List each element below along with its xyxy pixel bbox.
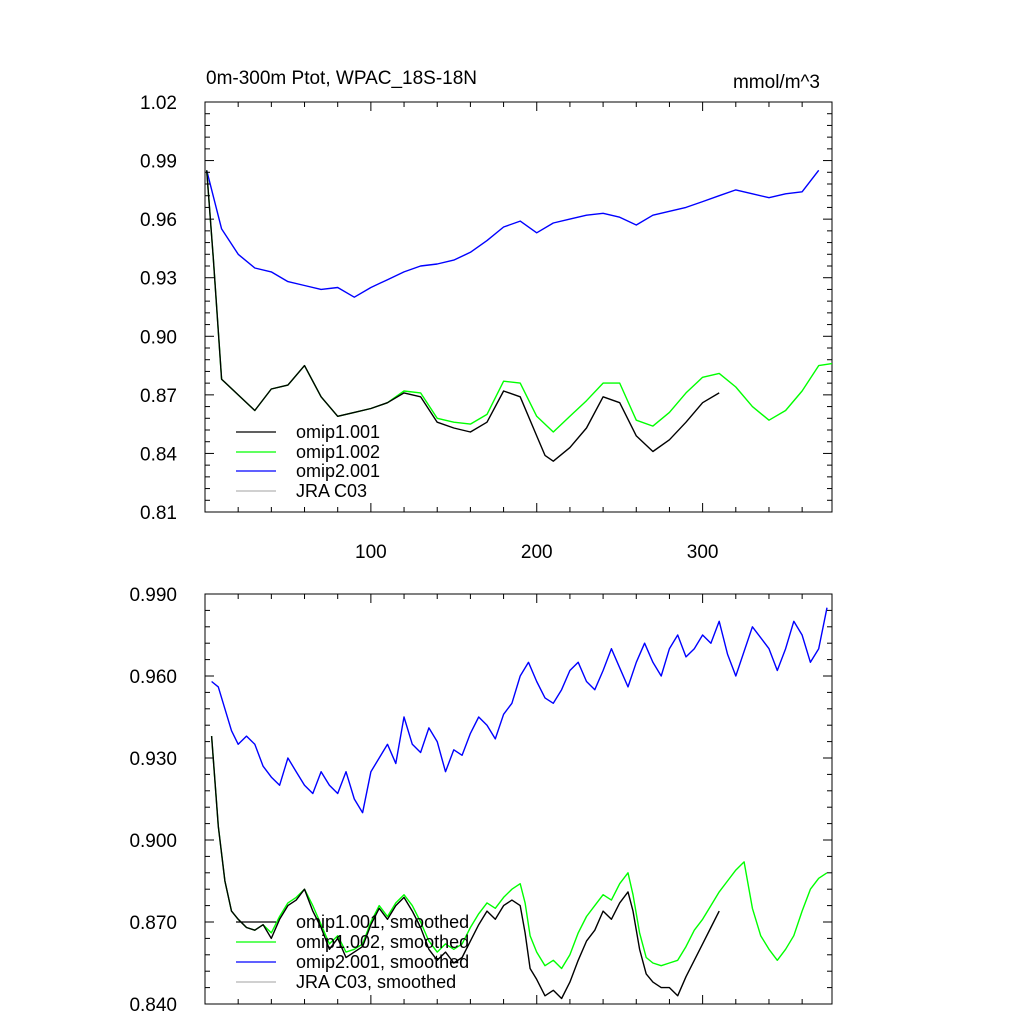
top-legend-label-jra-c03: JRA C03 [296, 481, 367, 501]
top-ytick-label: 0.90 [140, 327, 177, 348]
top-xtick-label: 200 [521, 542, 553, 563]
top-ytick-label: 0.81 [140, 503, 177, 524]
bottom-ytick-label: 0.930 [129, 749, 177, 770]
top-ytick-label: 0.93 [140, 269, 177, 290]
bottom-ytick-label: 0.900 [129, 831, 177, 852]
bottom-ytick-label: 0.840 [129, 995, 177, 1016]
bottom-series-group [210, 607, 828, 1000]
bottom-plot-frame [204, 593, 833, 1005]
top-plot-frame [204, 101, 833, 513]
top-legend: omip1.001 omip1.002 omip2.001 JRA C03 [236, 422, 380, 501]
top-legend-label-omip1-002: omip1.002 [296, 442, 380, 462]
top-panel: 0.81 0.84 0.87 0.90 0.93 0.96 0.99 1.02 100 200 30… [140, 68, 833, 563]
bottom-legend: omip1.001, smoothed omip1.002, smoothed … [236, 912, 469, 992]
top-ytick-label: 0.84 [140, 444, 177, 465]
top-ytick-label: 0.96 [140, 210, 177, 231]
bottom-ytick-label: 0.870 [129, 913, 177, 934]
top-series-group [206, 169, 833, 462]
top-series-omip1-002 [206, 170, 833, 433]
bottom-series-omip2-001-smoothed [211, 607, 828, 814]
top-series-omip2-001 [206, 169, 820, 298]
top-ytick-label: 0.99 [140, 152, 177, 173]
top-legend-label-omip1-001: omip1.001 [296, 422, 380, 442]
bottom-series-omip1-002-smoothed [210, 736, 828, 970]
bottom-legend-label-jra-c03: JRA C03, smoothed [296, 972, 456, 992]
bottom-ytick-label: 0.960 [129, 667, 177, 688]
bottom-ytick-label: 0.990 [129, 585, 177, 606]
bottom-legend-label-omip1-001: omip1.001, smoothed [296, 912, 469, 932]
top-legend-label-omip2-001: omip2.001 [296, 461, 380, 481]
bottom-series-omip1-001-smoothed [210, 736, 720, 1000]
bottom-legend-label-omip2-001: omip2.001, smoothed [296, 952, 469, 972]
top-chart-title: 0m-300m Ptot, WPAC_18S-18N [206, 68, 477, 89]
top-xtick-label: 300 [687, 542, 719, 563]
bottom-panel: 0.840 0.870 0.900 0.930 0.960 0.990 omip1.001… [129, 585, 833, 1016]
bottom-legend-label-omip1-002: omip1.002, smoothed [296, 932, 469, 952]
top-chart-units: mmol/m^3 [733, 72, 820, 93]
top-ticks-group: 0.81 0.84 0.87 0.90 0.93 0.96 0.99 1.02 100 200 30… [140, 93, 832, 563]
top-xtick-label: 100 [355, 542, 387, 563]
top-ytick-label: 0.87 [140, 386, 177, 407]
top-ytick-label: 1.02 [140, 93, 177, 114]
top-series-omip1-001 [206, 170, 720, 462]
bottom-ticks-group: 0.840 0.870 0.900 0.930 0.960 0.990 [129, 585, 832, 1016]
